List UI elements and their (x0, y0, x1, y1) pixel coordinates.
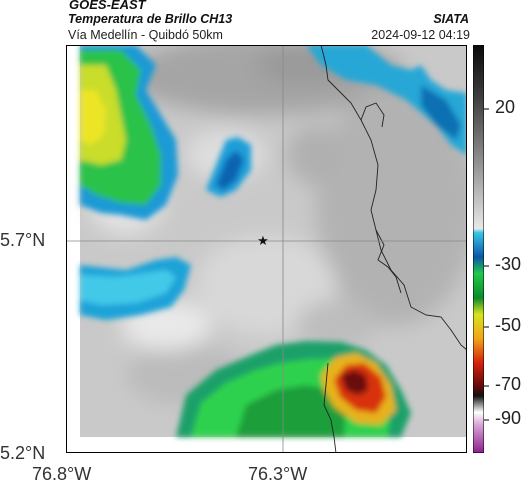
satellite-label: GOES-EAST (69, 0, 146, 12)
brightness-temperature-field: ★ (66, 35, 476, 454)
location-marker-icon: ★ (257, 234, 269, 249)
product-title: Temperatura de Brillo CH13 (68, 12, 233, 26)
institution-label: SIATA (433, 12, 469, 26)
lat-tick-label: 5.2°N (0, 443, 46, 463)
colorbar (472, 44, 485, 454)
country-border (320, 44, 468, 454)
colorbar-label: -70 (495, 374, 522, 394)
colorbar-label: -90 (495, 408, 522, 428)
lon-tick-label: 76.3°W (248, 464, 308, 484)
timestamp-label: 2024-09-12 04:19 (371, 28, 470, 42)
lon-tick-label: 76.8°W (32, 464, 92, 484)
colorbar-label: 20 (495, 97, 516, 117)
colorbar-label: -30 (495, 254, 522, 274)
lat-tick-label: 5.7°N (0, 230, 46, 250)
satellite-map: ★ (66, 35, 476, 454)
colorbar-ticks (484, 108, 489, 421)
route-subtitle: Vía Medellín - Quibdó 50km (68, 28, 223, 42)
colorbar-label: -50 (495, 315, 522, 335)
